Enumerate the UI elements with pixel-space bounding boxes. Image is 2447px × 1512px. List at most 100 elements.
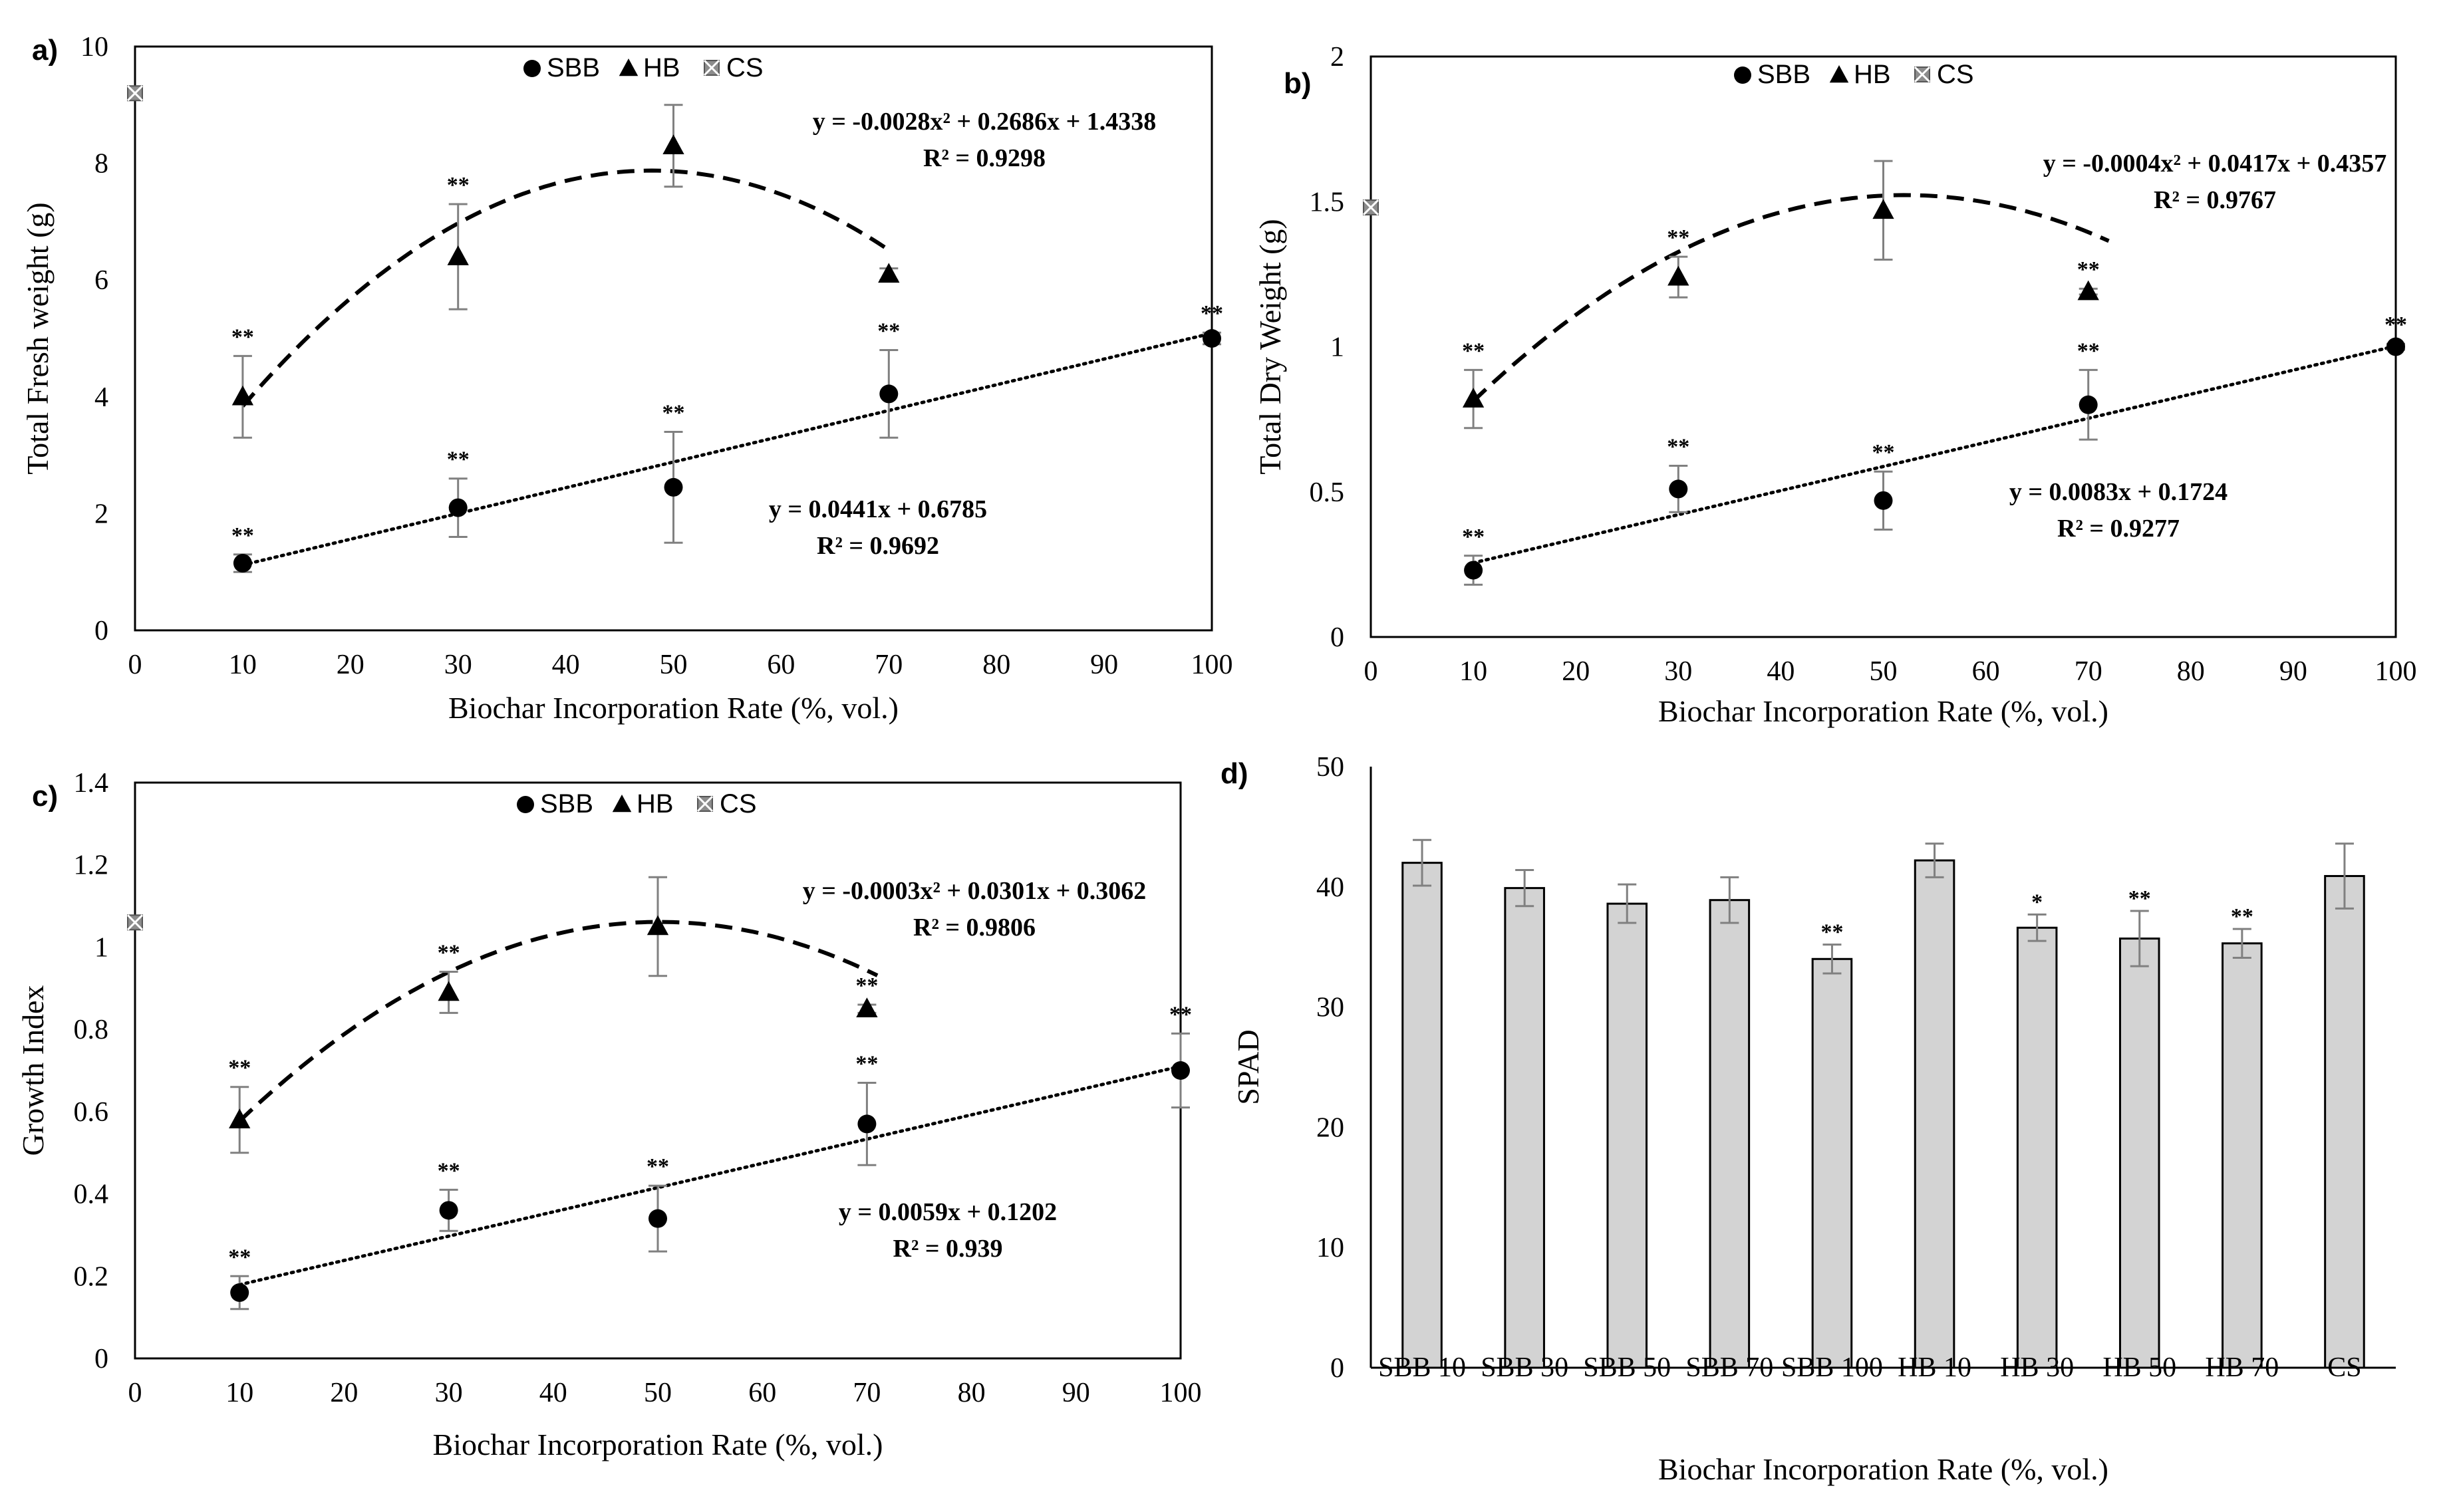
panel-letter: c) [32, 780, 58, 813]
y-tick-label: 1.5 [1310, 187, 1345, 217]
x-tick-label: 10 [229, 650, 257, 680]
y-tick-label: 0 [94, 1344, 108, 1374]
bar [2324, 875, 2365, 1369]
bar [1504, 887, 1545, 1369]
hb-data-point [647, 915, 669, 936]
sbb-data-point [879, 384, 899, 404]
x-axis-label: Biochar Incorporation Rate (%, vol.) [1658, 1452, 2108, 1486]
bar [1709, 899, 1751, 1369]
cs-marker-cross [1362, 199, 1379, 216]
y-tick-label: 1 [1330, 332, 1344, 363]
significance-label: ** [662, 400, 685, 425]
x-tick-label: 60 [767, 650, 795, 680]
y-tick-label: 50 [1316, 752, 1344, 783]
x-axis-label: Biochar Incorporation Rate (%, vol.) [433, 1428, 883, 1461]
significance-label: ** [1820, 920, 1843, 945]
significance-label: ** [231, 324, 254, 349]
x-tick-label: 60 [1972, 656, 2000, 687]
category-label: HB 10 [1898, 1352, 1971, 1383]
y-axis-label: Total Fresh weight (g) [21, 202, 55, 474]
chart-panel-c: c) 0 0.2 0.4 0.6 0.8 1 1.2 1.4 0 10 20 30 40 50 60 70 80 9… [16, 768, 1202, 1461]
hb-data-point [2077, 280, 2099, 301]
x-tick-label: 90 [1062, 1378, 1090, 1408]
x-tick-label: 20 [330, 1378, 358, 1408]
y-tick-label: 0.8 [74, 1015, 109, 1045]
x-tick-label: 50 [660, 650, 688, 680]
bar [1606, 902, 1648, 1369]
x-tick-label: 30 [1664, 656, 1692, 687]
y-tick-label: 30 [1316, 993, 1344, 1023]
significance-label: ** [1201, 301, 1223, 326]
significance-label: ** [2128, 886, 2151, 911]
legend-sbb-marker [1734, 66, 1751, 84]
sbb-linear-trendline [237, 1065, 1183, 1287]
x-tick-label: 10 [1459, 656, 1487, 687]
x-tick-label: 20 [1562, 656, 1590, 687]
x-tick-label: 0 [1364, 656, 1378, 687]
x-tick-label: 100 [2375, 656, 2417, 687]
significance-label: ** [2231, 904, 2253, 929]
x-tick-label: 40 [1767, 656, 1795, 687]
legend: SBB HB CS [1734, 60, 1974, 89]
significance-label: ** [2077, 257, 2100, 282]
y-tick-label: 6 [94, 265, 108, 296]
x-tick-label: 70 [2075, 656, 2102, 687]
y-tick-label: 1.4 [74, 768, 109, 799]
bar [2118, 938, 2160, 1369]
legend: SBB HB CS [523, 53, 764, 82]
cs-marker-cross [1914, 66, 1931, 83]
sbb-r-squared: R² = 0.939 [893, 1235, 1003, 1263]
y-axis-label: Growth Index [16, 985, 50, 1156]
significance-label: ** [1667, 434, 1689, 459]
x-tick-label: 100 [1191, 650, 1233, 680]
cs-data-point [126, 914, 144, 931]
significance-label: ** [1667, 225, 1689, 250]
significance-label: ** [231, 523, 254, 548]
sbb-data-point [648, 1209, 667, 1228]
x-tick-label: 70 [853, 1378, 881, 1408]
y-axis-label: SPAD [1231, 1029, 1265, 1104]
y-tick-label: 0.4 [74, 1180, 109, 1210]
cs-marker-cross [696, 795, 714, 813]
sbb-r-squared: R² = 0.9692 [817, 532, 939, 560]
hb-equation: y = -0.0004x² + 0.0417x + 0.4357 [2043, 150, 2387, 178]
significance-label: ** [1169, 1002, 1192, 1027]
legend-hb-label: HB [643, 53, 680, 82]
significance-label: * [2031, 890, 2043, 914]
panel-letter: a) [32, 34, 58, 66]
sbb-equation: y = 0.0059x + 0.1202 [839, 1198, 1057, 1226]
panel-letter: d) [1221, 757, 1248, 790]
y-tick-label: 0 [94, 616, 108, 646]
category-label: HB 50 [2102, 1352, 2176, 1383]
hb-r-squared: R² = 0.9767 [2154, 186, 2276, 214]
sbb-data-point [233, 554, 252, 573]
y-tick-label: 2 [1330, 42, 1344, 72]
sbb-data-point [1203, 329, 1221, 348]
x-tick-label: 80 [958, 1378, 986, 1408]
significance-label: ** [877, 319, 900, 344]
sbb-data-point [1874, 491, 1893, 510]
hb-data-point [447, 245, 469, 265]
legend-hb-marker [1829, 65, 1849, 83]
category-label: SBB 70 [1685, 1352, 1773, 1383]
sbb-linear-trendline [241, 331, 1214, 567]
legend-sbb-label: SBB [547, 53, 600, 82]
x-tick-label: 30 [444, 650, 472, 680]
significance-label: ** [438, 1158, 460, 1183]
sbb-data-point [439, 1201, 458, 1220]
hb-data-point [878, 263, 900, 283]
significance-label: ** [438, 941, 460, 965]
x-tick-label: 60 [748, 1378, 776, 1408]
significance-label: ** [447, 447, 470, 472]
y-tick-label: 1.2 [74, 850, 109, 881]
x-tick-label: 40 [539, 1378, 567, 1408]
hb-data-point [438, 981, 460, 1001]
sbb-data-point [1464, 561, 1483, 580]
hb-polynomial-trendline [238, 920, 879, 1123]
bar [2222, 942, 2263, 1369]
legend-cs-label: CS [1937, 60, 1974, 89]
bar [2016, 926, 2058, 1369]
sbb-linear-trendline [1471, 344, 2398, 565]
x-tick-label: 10 [225, 1378, 253, 1408]
